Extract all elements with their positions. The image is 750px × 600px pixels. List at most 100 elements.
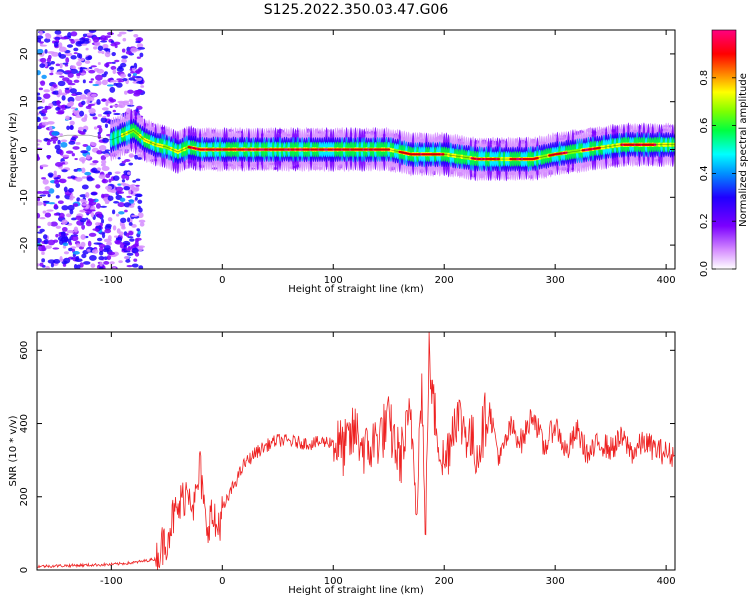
heatmap-cell <box>92 228 100 231</box>
heatmap-cell <box>135 40 141 44</box>
heatmap-cell <box>107 235 112 241</box>
heatmap-cell <box>90 211 95 218</box>
heatmap-cell <box>110 65 117 71</box>
heatmap-cell <box>67 32 72 38</box>
heatmap-cell <box>135 89 144 94</box>
colorbar-tick-label: 0.4 <box>699 165 710 181</box>
heatmap-cell <box>39 262 44 267</box>
heatmap-cell <box>135 193 143 198</box>
heatmap-cell <box>39 44 48 47</box>
heatmap-cell <box>54 30 62 35</box>
colorbar-tick-label: 0.6 <box>699 118 710 134</box>
heatmap-cell <box>49 125 53 131</box>
heatmap-cell <box>140 85 145 88</box>
heatmap-cell <box>104 51 111 58</box>
colorbar-label: Normalized spectral amplitude <box>738 73 749 227</box>
heatmap-cell <box>62 245 67 249</box>
top-y-tick-label: -10 <box>19 189 30 205</box>
heatmap-cell <box>126 252 134 256</box>
heatmap-cell <box>57 139 61 145</box>
heatmap-cell <box>112 225 117 231</box>
heatmap-cell <box>42 210 47 214</box>
heatmap-cell <box>121 179 126 183</box>
heatmap-cell <box>118 260 123 264</box>
snr-plot-area <box>37 332 675 570</box>
heatmap-cell <box>37 139 41 143</box>
heatmap-cell <box>81 184 89 190</box>
bottom-x-tick-label: 300 <box>546 576 565 587</box>
heatmap-cell <box>95 184 101 189</box>
heatmap-cell <box>128 199 135 204</box>
heatmap-cell <box>59 255 63 262</box>
heatmap-cell <box>46 121 55 125</box>
heatmap-cell <box>67 204 75 211</box>
heatmap-cell <box>67 96 75 103</box>
heatmap-cell <box>53 212 59 216</box>
heatmap-cell <box>127 89 134 94</box>
heatmap-cell <box>47 139 52 143</box>
heatmap-cell <box>80 150 89 154</box>
heatmap-cell <box>137 199 143 204</box>
heatmap-cell <box>47 155 51 160</box>
heatmap-cell <box>130 186 137 191</box>
heatmap-cell <box>70 55 77 60</box>
heatmap-cell <box>101 107 109 111</box>
heatmap-cell <box>122 37 127 42</box>
heatmap-cell <box>73 110 81 116</box>
heatmap-cell <box>55 63 61 67</box>
heatmap-cell <box>60 139 68 143</box>
heatmap-cell <box>78 131 85 135</box>
heatmap-cell <box>53 203 58 209</box>
heatmap-cell <box>106 241 112 246</box>
heatmap-cell <box>69 120 75 126</box>
heatmap-cell <box>128 188 132 195</box>
heatmap-cell <box>126 108 131 114</box>
bottom-x-tick-label: -100 <box>100 576 123 587</box>
heatmap-cell <box>55 71 64 75</box>
heatmap-cell <box>76 61 82 67</box>
heatmap-cell <box>136 43 144 48</box>
heatmap-cell <box>66 125 71 131</box>
heatmap-cell <box>88 66 93 70</box>
heatmap-cell <box>136 56 141 59</box>
heatmap-cell <box>67 72 74 78</box>
colorbar: 0.0 0.2 0.4 0.6 0.8 Normalized spectral ampl… <box>699 29 749 277</box>
heatmap-cell <box>92 83 100 87</box>
heatmap-cell <box>100 218 105 224</box>
heatmap-cell <box>135 184 140 187</box>
heatmap-cell <box>91 249 99 254</box>
heatmap-cell <box>37 191 44 194</box>
heatmap-cell <box>79 198 87 202</box>
heatmap-cell <box>81 167 86 174</box>
heatmap-cell <box>73 52 78 55</box>
heatmap-cell <box>137 230 141 235</box>
heatmap-cell <box>126 217 131 223</box>
heatmap-cell <box>51 131 60 136</box>
heatmap-cell <box>66 44 74 48</box>
heatmap-cell <box>117 202 125 208</box>
heatmap-cell <box>113 235 119 238</box>
top-x-tick-label: 100 <box>324 275 343 286</box>
heatmap-cell <box>75 40 83 47</box>
bottom-y-axis-label: SNR (10 * v/v) <box>8 415 19 486</box>
heatmap-cell <box>80 241 86 248</box>
heatmap-cell <box>37 263 40 267</box>
heatmap-cell <box>104 62 110 68</box>
heatmap-cell <box>125 233 130 237</box>
heatmap-cell <box>96 82 102 85</box>
heatmap-cell <box>63 251 70 255</box>
heatmap-cell <box>54 162 63 167</box>
heatmap-cell <box>104 153 110 158</box>
heatmap-cell <box>43 238 49 245</box>
heatmap-cell <box>68 101 75 106</box>
heatmap-cell <box>59 62 63 69</box>
heatmap-cell <box>70 31 78 37</box>
heatmap-cell <box>61 205 69 211</box>
heatmap-cell <box>112 109 116 113</box>
heatmap-cell <box>42 234 48 240</box>
heatmap-cell <box>81 253 87 259</box>
heatmap-cell <box>122 102 130 106</box>
colorbar-tick-label: 0.2 <box>699 213 710 229</box>
heatmap-cell <box>106 84 114 87</box>
heatmap-cell <box>90 192 98 196</box>
